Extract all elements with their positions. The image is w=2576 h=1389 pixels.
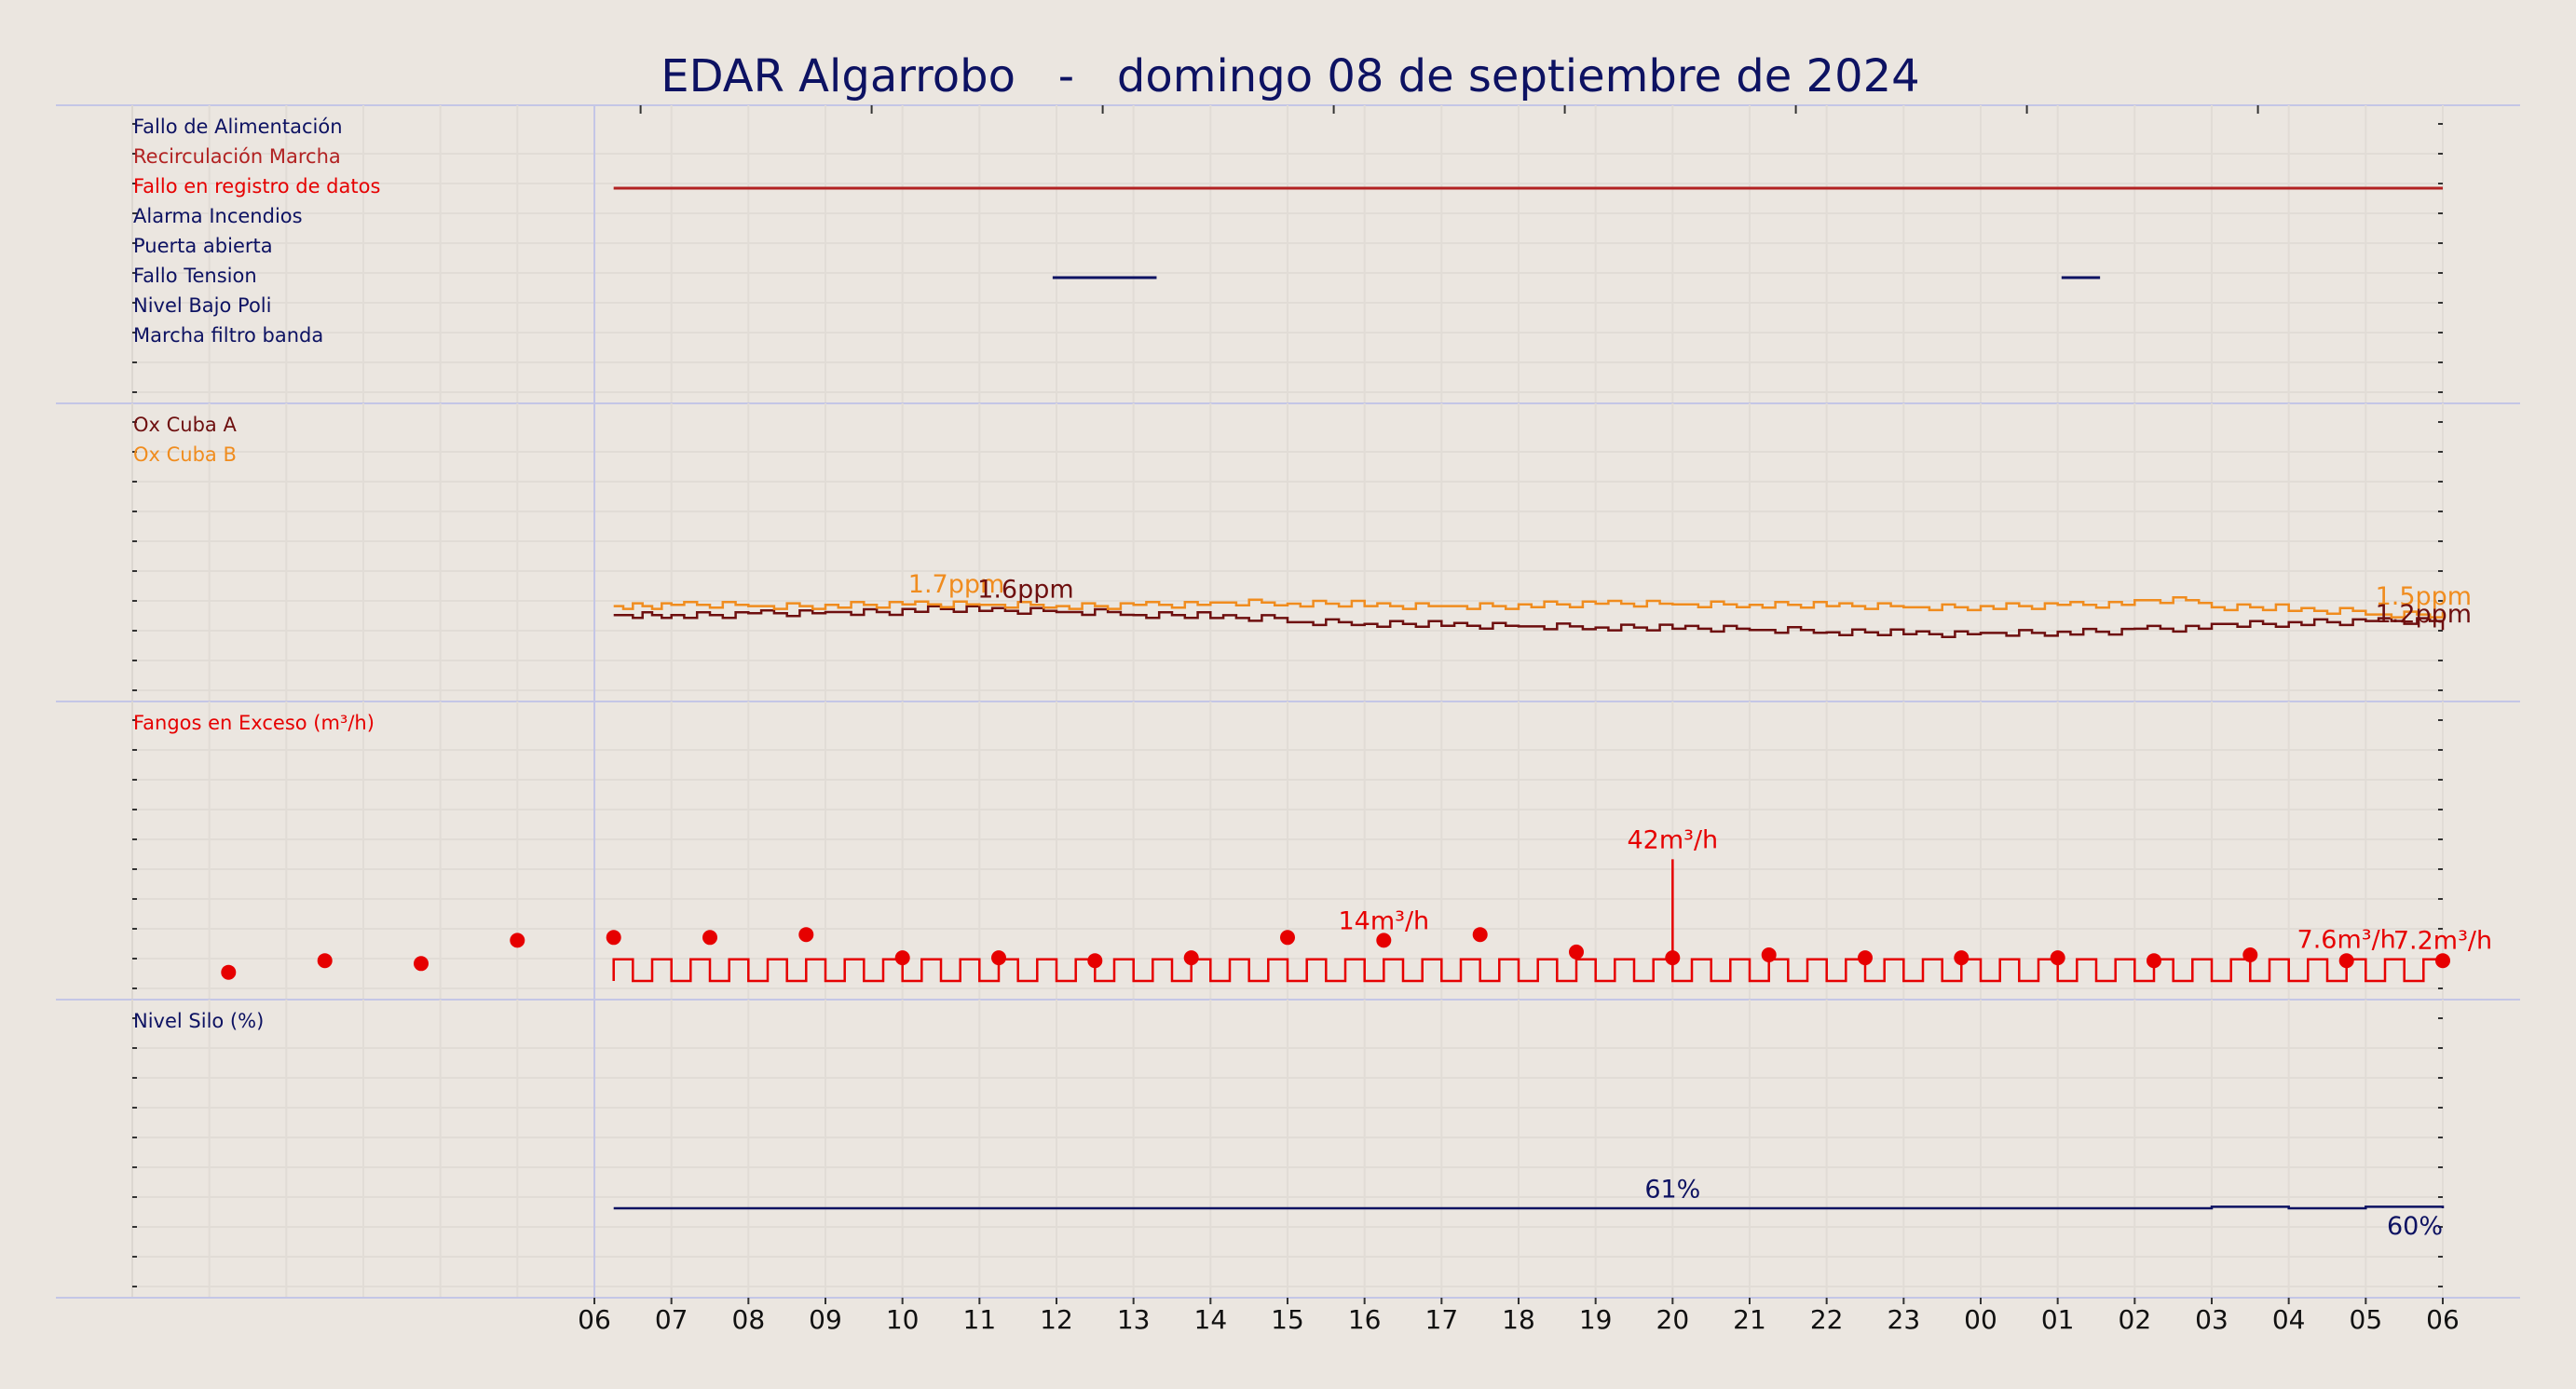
alarm-label: Fallo en registro de datos bbox=[133, 175, 380, 197]
sludge-point bbox=[1376, 933, 1392, 948]
oxygen-line-a bbox=[613, 605, 2445, 638]
silo-annotation: 60% bbox=[2387, 1212, 2443, 1241]
x-tick-label: 21 bbox=[1733, 1304, 1766, 1335]
sludge-point bbox=[798, 927, 814, 943]
x-tick-label: 00 bbox=[1964, 1304, 1997, 1335]
x-tick-label: 10 bbox=[886, 1304, 920, 1335]
x-axis: 06 07 08 09 10 11 12 13 14 15 16 17 18 19 20 21 22 23 00 01… bbox=[578, 1298, 2460, 1335]
panel-1-grid bbox=[56, 104, 2520, 403]
panel-3-grid bbox=[56, 701, 2520, 1000]
x-tick-label: 19 bbox=[1579, 1304, 1613, 1335]
x-tick-label: 07 bbox=[655, 1304, 688, 1335]
sludge-point bbox=[1665, 950, 1681, 966]
x-tick-label: 11 bbox=[963, 1304, 997, 1335]
sludge-point bbox=[2242, 947, 2258, 962]
oxygen-line-b bbox=[613, 595, 2445, 619]
x-tick-label: 06 bbox=[2426, 1304, 2460, 1335]
x-tick-label: 22 bbox=[1810, 1304, 1844, 1335]
sludge-point bbox=[894, 950, 910, 966]
sludge-point bbox=[1183, 950, 1199, 966]
silo-annotation: 61% bbox=[1644, 1175, 1700, 1204]
sludge-step-line bbox=[612, 958, 2443, 983]
sludge-point bbox=[2050, 950, 2065, 966]
x-tick-label: 18 bbox=[1502, 1304, 1535, 1335]
alarm-label: Fallo de Alimentación bbox=[133, 116, 343, 138]
panel-2-grid bbox=[56, 402, 2520, 701]
alarm-label: Recirculación Marcha bbox=[133, 145, 341, 168]
alarm-label: Alarma Incendios bbox=[133, 205, 303, 227]
sludge-point bbox=[414, 956, 429, 972]
sludge-annotation: 42m³/h bbox=[1627, 825, 1718, 854]
sludge-point bbox=[1761, 947, 1777, 962]
x-tick-label: 09 bbox=[809, 1304, 842, 1335]
sludge-annotation: 7.6m³/h bbox=[2297, 925, 2396, 954]
panel-alarms: Fallo de Alimentación Recirculación March… bbox=[133, 116, 2443, 347]
x-tick-label: 14 bbox=[1194, 1304, 1228, 1335]
oxygen-annotation: 1.2ppm bbox=[2376, 600, 2473, 629]
sludge-point bbox=[317, 953, 333, 969]
x-tick-label: 12 bbox=[1040, 1304, 1073, 1335]
x-tick-label: 03 bbox=[2195, 1304, 2228, 1335]
x-tick-label: 15 bbox=[1271, 1304, 1304, 1335]
x-tick-label: 16 bbox=[1348, 1304, 1382, 1335]
sludge-point bbox=[702, 930, 717, 946]
sludge-annotation: 14m³/h bbox=[1338, 906, 1429, 935]
x-tick-label: 06 bbox=[578, 1304, 611, 1335]
x-tick-label: 17 bbox=[1425, 1304, 1459, 1335]
sludge-point bbox=[991, 950, 1006, 966]
alarm-label: Nivel Bajo Poli bbox=[133, 294, 271, 317]
panels: Fallo de Alimentación Recirculación March… bbox=[56, 104, 2520, 1299]
x-tick-label: 04 bbox=[2272, 1304, 2306, 1335]
sludge-point bbox=[1569, 944, 1584, 960]
sludge-point bbox=[2435, 953, 2450, 969]
alarm-label: Fallo Tension bbox=[133, 265, 257, 287]
sludge-point bbox=[1472, 927, 1488, 943]
x-tick-label: 05 bbox=[2350, 1304, 2383, 1335]
x-tick-label: 08 bbox=[732, 1304, 766, 1335]
chart-title: EDAR Algarrobo - domingo 08 de septiembr… bbox=[661, 50, 1919, 102]
panel-silo: Nivel Silo (%) 61% 60% bbox=[133, 1010, 2445, 1241]
panel-4-grid bbox=[56, 999, 2520, 1298]
series-label: Ox Cuba B bbox=[133, 443, 237, 466]
sludge-point bbox=[2147, 953, 2161, 969]
series-label: Ox Cuba A bbox=[133, 414, 237, 436]
series-label: Fangos en Exceso (m³/h) bbox=[133, 712, 375, 734]
sludge-annotation: 7.2m³/h bbox=[2393, 927, 2492, 956]
alarm-label: Marcha filtro banda bbox=[133, 324, 323, 347]
x-tick-label: 23 bbox=[1888, 1304, 1921, 1335]
sludge-point bbox=[510, 933, 525, 948]
sludge-point bbox=[221, 964, 237, 980]
x-tick-label: 02 bbox=[2119, 1304, 2152, 1335]
sludge-point bbox=[1280, 930, 1295, 946]
x-tick-label: 13 bbox=[1117, 1304, 1151, 1335]
oxygen-annotation: 1.5ppm bbox=[2376, 582, 2473, 611]
sludge-point bbox=[606, 930, 621, 946]
x-tick-label: 20 bbox=[1656, 1304, 1690, 1335]
x-tick-label: 01 bbox=[2041, 1304, 2075, 1335]
panel-sludge: Fangos en Exceso (m³/h) 42m³/h 14m³/h 7.6m³… bbox=[133, 712, 2492, 983]
sludge-point bbox=[1954, 950, 1969, 966]
series-label: Nivel Silo (%) bbox=[133, 1010, 264, 1032]
sludge-point bbox=[1087, 953, 1103, 969]
alarm-label: Puerta abierta bbox=[133, 235, 273, 257]
oxygen-annotation: 1.6ppm bbox=[977, 575, 1074, 604]
silo-line bbox=[613, 1205, 2445, 1210]
sludge-point bbox=[1858, 950, 1873, 966]
oxygen-annotation: 1.7ppm bbox=[908, 570, 1005, 599]
sludge-point bbox=[2338, 953, 2354, 969]
